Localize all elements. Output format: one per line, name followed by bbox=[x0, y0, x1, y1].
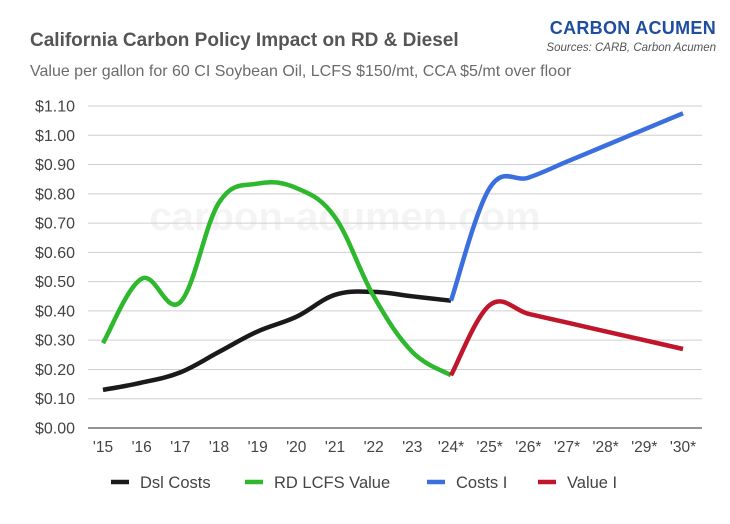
y-tick-label: $1.10 bbox=[35, 99, 75, 116]
x-tick-label: '25* bbox=[477, 439, 503, 456]
y-axis: $0.00 $0.10 $0.20 $0.30 $0.40 $0.50 $0.60 $0.70… bbox=[35, 99, 75, 438]
legend-item: Dsl Costs bbox=[111, 474, 211, 492]
y-tick-label: $0.40 bbox=[35, 303, 75, 320]
brand-logo-text: CARBON ACUMEN bbox=[549, 18, 716, 38]
y-tick-label: $1.00 bbox=[35, 128, 75, 145]
legend-label: Value I bbox=[567, 474, 617, 492]
x-tick-label: '15 bbox=[93, 439, 113, 456]
y-tick-label: $0.80 bbox=[35, 186, 75, 203]
gridlines bbox=[88, 105, 702, 429]
y-tick-label: $0.10 bbox=[35, 391, 75, 408]
y-tick-label: $0.20 bbox=[35, 362, 75, 379]
series-lines bbox=[101, 111, 684, 393]
x-tick-label: '24* bbox=[438, 439, 464, 456]
x-tick-label: '23 bbox=[402, 439, 422, 456]
legend-label: Costs I bbox=[456, 474, 507, 492]
x-tick-label: '28* bbox=[593, 439, 619, 456]
x-tick-label: '22 bbox=[364, 439, 384, 456]
legend-item: Costs I bbox=[427, 474, 507, 492]
series-line-value-i bbox=[449, 299, 684, 377]
y-tick-label: $0.00 bbox=[35, 421, 75, 438]
legend: Dsl Costs RD LCFS Value Costs I Value I bbox=[111, 474, 617, 492]
x-tick-label: '30* bbox=[670, 439, 696, 456]
y-tick-label: $0.60 bbox=[35, 245, 75, 262]
y-tick-label: $0.90 bbox=[35, 157, 75, 174]
x-axis: '15 '16 '17 '18 '19 '20 '21 '22 '23 '24* '25* '26* '… bbox=[93, 439, 696, 456]
legend-label: Dsl Costs bbox=[140, 474, 211, 492]
x-tick-label: '20 bbox=[286, 439, 307, 456]
x-tick-label: '27* bbox=[554, 439, 580, 456]
y-tick-label: $0.50 bbox=[35, 274, 75, 291]
chart-title: California Carbon Policy Impact on RD & … bbox=[30, 30, 459, 51]
x-tick-label: '18 bbox=[209, 439, 229, 456]
chart-subtitle: Value per gallon for 60 CI Soybean Oil, … bbox=[30, 63, 572, 80]
series-line-dsl-costs bbox=[102, 289, 452, 393]
legend-item: Value I bbox=[538, 474, 617, 492]
series-line-costs-i bbox=[448, 111, 684, 302]
legend-item: RD LCFS Value bbox=[245, 474, 390, 492]
x-tick-label: '26* bbox=[515, 439, 541, 456]
sources-note: Sources: CARB, Carbon Acumen bbox=[546, 42, 716, 54]
y-tick-label: $0.30 bbox=[35, 333, 75, 350]
y-tick-label: $0.70 bbox=[35, 216, 75, 233]
x-tick-label: '16 bbox=[132, 439, 152, 456]
legend-label: RD LCFS Value bbox=[274, 474, 390, 492]
x-tick-label: '29* bbox=[631, 439, 657, 456]
x-tick-label: '17 bbox=[170, 439, 190, 456]
x-tick-label: '19 bbox=[248, 439, 268, 456]
x-tick-label: '21 bbox=[325, 439, 345, 456]
series-line-rd-lcfs-value bbox=[101, 179, 453, 378]
